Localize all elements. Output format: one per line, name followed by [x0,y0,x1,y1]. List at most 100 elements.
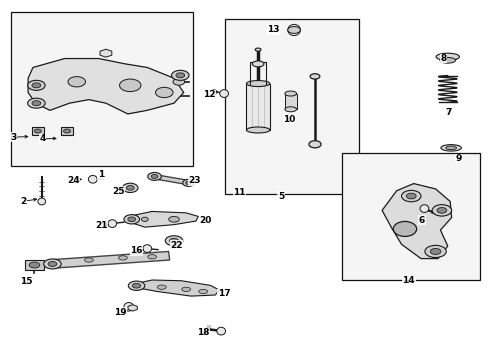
Ellipse shape [285,91,296,96]
Ellipse shape [155,87,173,98]
Ellipse shape [429,248,440,255]
Polygon shape [381,184,451,258]
Ellipse shape [32,101,41,106]
Bar [25,260,44,270]
Polygon shape [131,211,198,227]
Text: 3: 3 [10,132,17,141]
Ellipse shape [34,129,41,133]
Ellipse shape [309,74,319,79]
Ellipse shape [88,175,97,183]
Ellipse shape [219,90,228,98]
Ellipse shape [308,141,321,148]
Ellipse shape [128,281,144,291]
Ellipse shape [126,185,134,190]
Polygon shape [128,305,137,311]
Ellipse shape [147,255,156,259]
Ellipse shape [132,283,141,288]
Ellipse shape [119,79,141,92]
Bar [285,94,296,109]
Text: 23: 23 [188,176,201,185]
Ellipse shape [43,259,61,269]
Ellipse shape [157,285,166,289]
Text: 1: 1 [98,170,104,179]
Ellipse shape [252,61,264,67]
Ellipse shape [392,221,416,237]
Ellipse shape [168,216,179,222]
Ellipse shape [440,145,460,151]
Bar [246,84,269,130]
Text: 13: 13 [267,26,279,35]
Ellipse shape [123,215,139,224]
Ellipse shape [431,204,451,216]
Ellipse shape [169,238,178,243]
Ellipse shape [246,127,269,133]
Text: 8: 8 [440,54,446,63]
Ellipse shape [29,262,40,268]
Ellipse shape [38,198,45,205]
Text: 14: 14 [402,276,414,285]
Polygon shape [28,59,183,114]
Ellipse shape [406,193,415,199]
Ellipse shape [246,81,269,86]
Ellipse shape [185,181,191,185]
Ellipse shape [401,190,420,202]
Ellipse shape [141,217,148,221]
Ellipse shape [424,246,446,257]
Ellipse shape [127,217,135,222]
Text: 22: 22 [170,240,183,249]
Text: 9: 9 [454,154,461,163]
Bar [61,127,73,135]
Ellipse shape [285,107,296,112]
Text: 11: 11 [233,188,245,197]
Ellipse shape [287,24,300,36]
Ellipse shape [176,73,184,78]
Polygon shape [152,174,190,185]
Polygon shape [52,252,169,268]
Ellipse shape [84,258,93,262]
Text: 2: 2 [20,197,26,206]
Text: 25: 25 [112,187,124,196]
Polygon shape [100,49,112,57]
Bar [31,127,44,135]
Ellipse shape [287,27,300,33]
Ellipse shape [255,48,261,51]
Ellipse shape [118,256,127,260]
Text: 4: 4 [40,134,46,143]
Ellipse shape [142,245,151,252]
Ellipse shape [108,220,116,228]
Ellipse shape [419,205,428,212]
Ellipse shape [151,175,158,179]
Text: 16: 16 [130,246,142,255]
Ellipse shape [147,172,161,180]
Text: 18: 18 [197,328,209,337]
Bar [224,19,358,194]
Text: 19: 19 [114,308,126,317]
Ellipse shape [122,183,138,193]
Ellipse shape [216,327,225,335]
Ellipse shape [435,53,458,60]
Ellipse shape [48,261,57,266]
Ellipse shape [165,236,183,246]
Text: 10: 10 [283,115,295,124]
Ellipse shape [182,287,190,292]
Ellipse shape [123,302,133,311]
Text: 5: 5 [277,192,284,201]
Text: 17: 17 [217,289,230,298]
Text: 15: 15 [20,277,33,286]
Ellipse shape [436,207,446,213]
Text: 24: 24 [67,176,80,185]
Ellipse shape [183,179,194,186]
Text: 7: 7 [445,108,451,117]
Ellipse shape [28,98,45,108]
Text: 6: 6 [418,216,424,225]
Ellipse shape [32,83,41,88]
Ellipse shape [445,146,456,150]
Text: 20: 20 [199,216,211,225]
Ellipse shape [171,70,189,80]
Ellipse shape [63,129,70,133]
Polygon shape [135,280,219,296]
Bar [11,12,193,166]
Text: 12: 12 [203,90,215,99]
Ellipse shape [28,80,45,90]
Ellipse shape [199,289,207,294]
